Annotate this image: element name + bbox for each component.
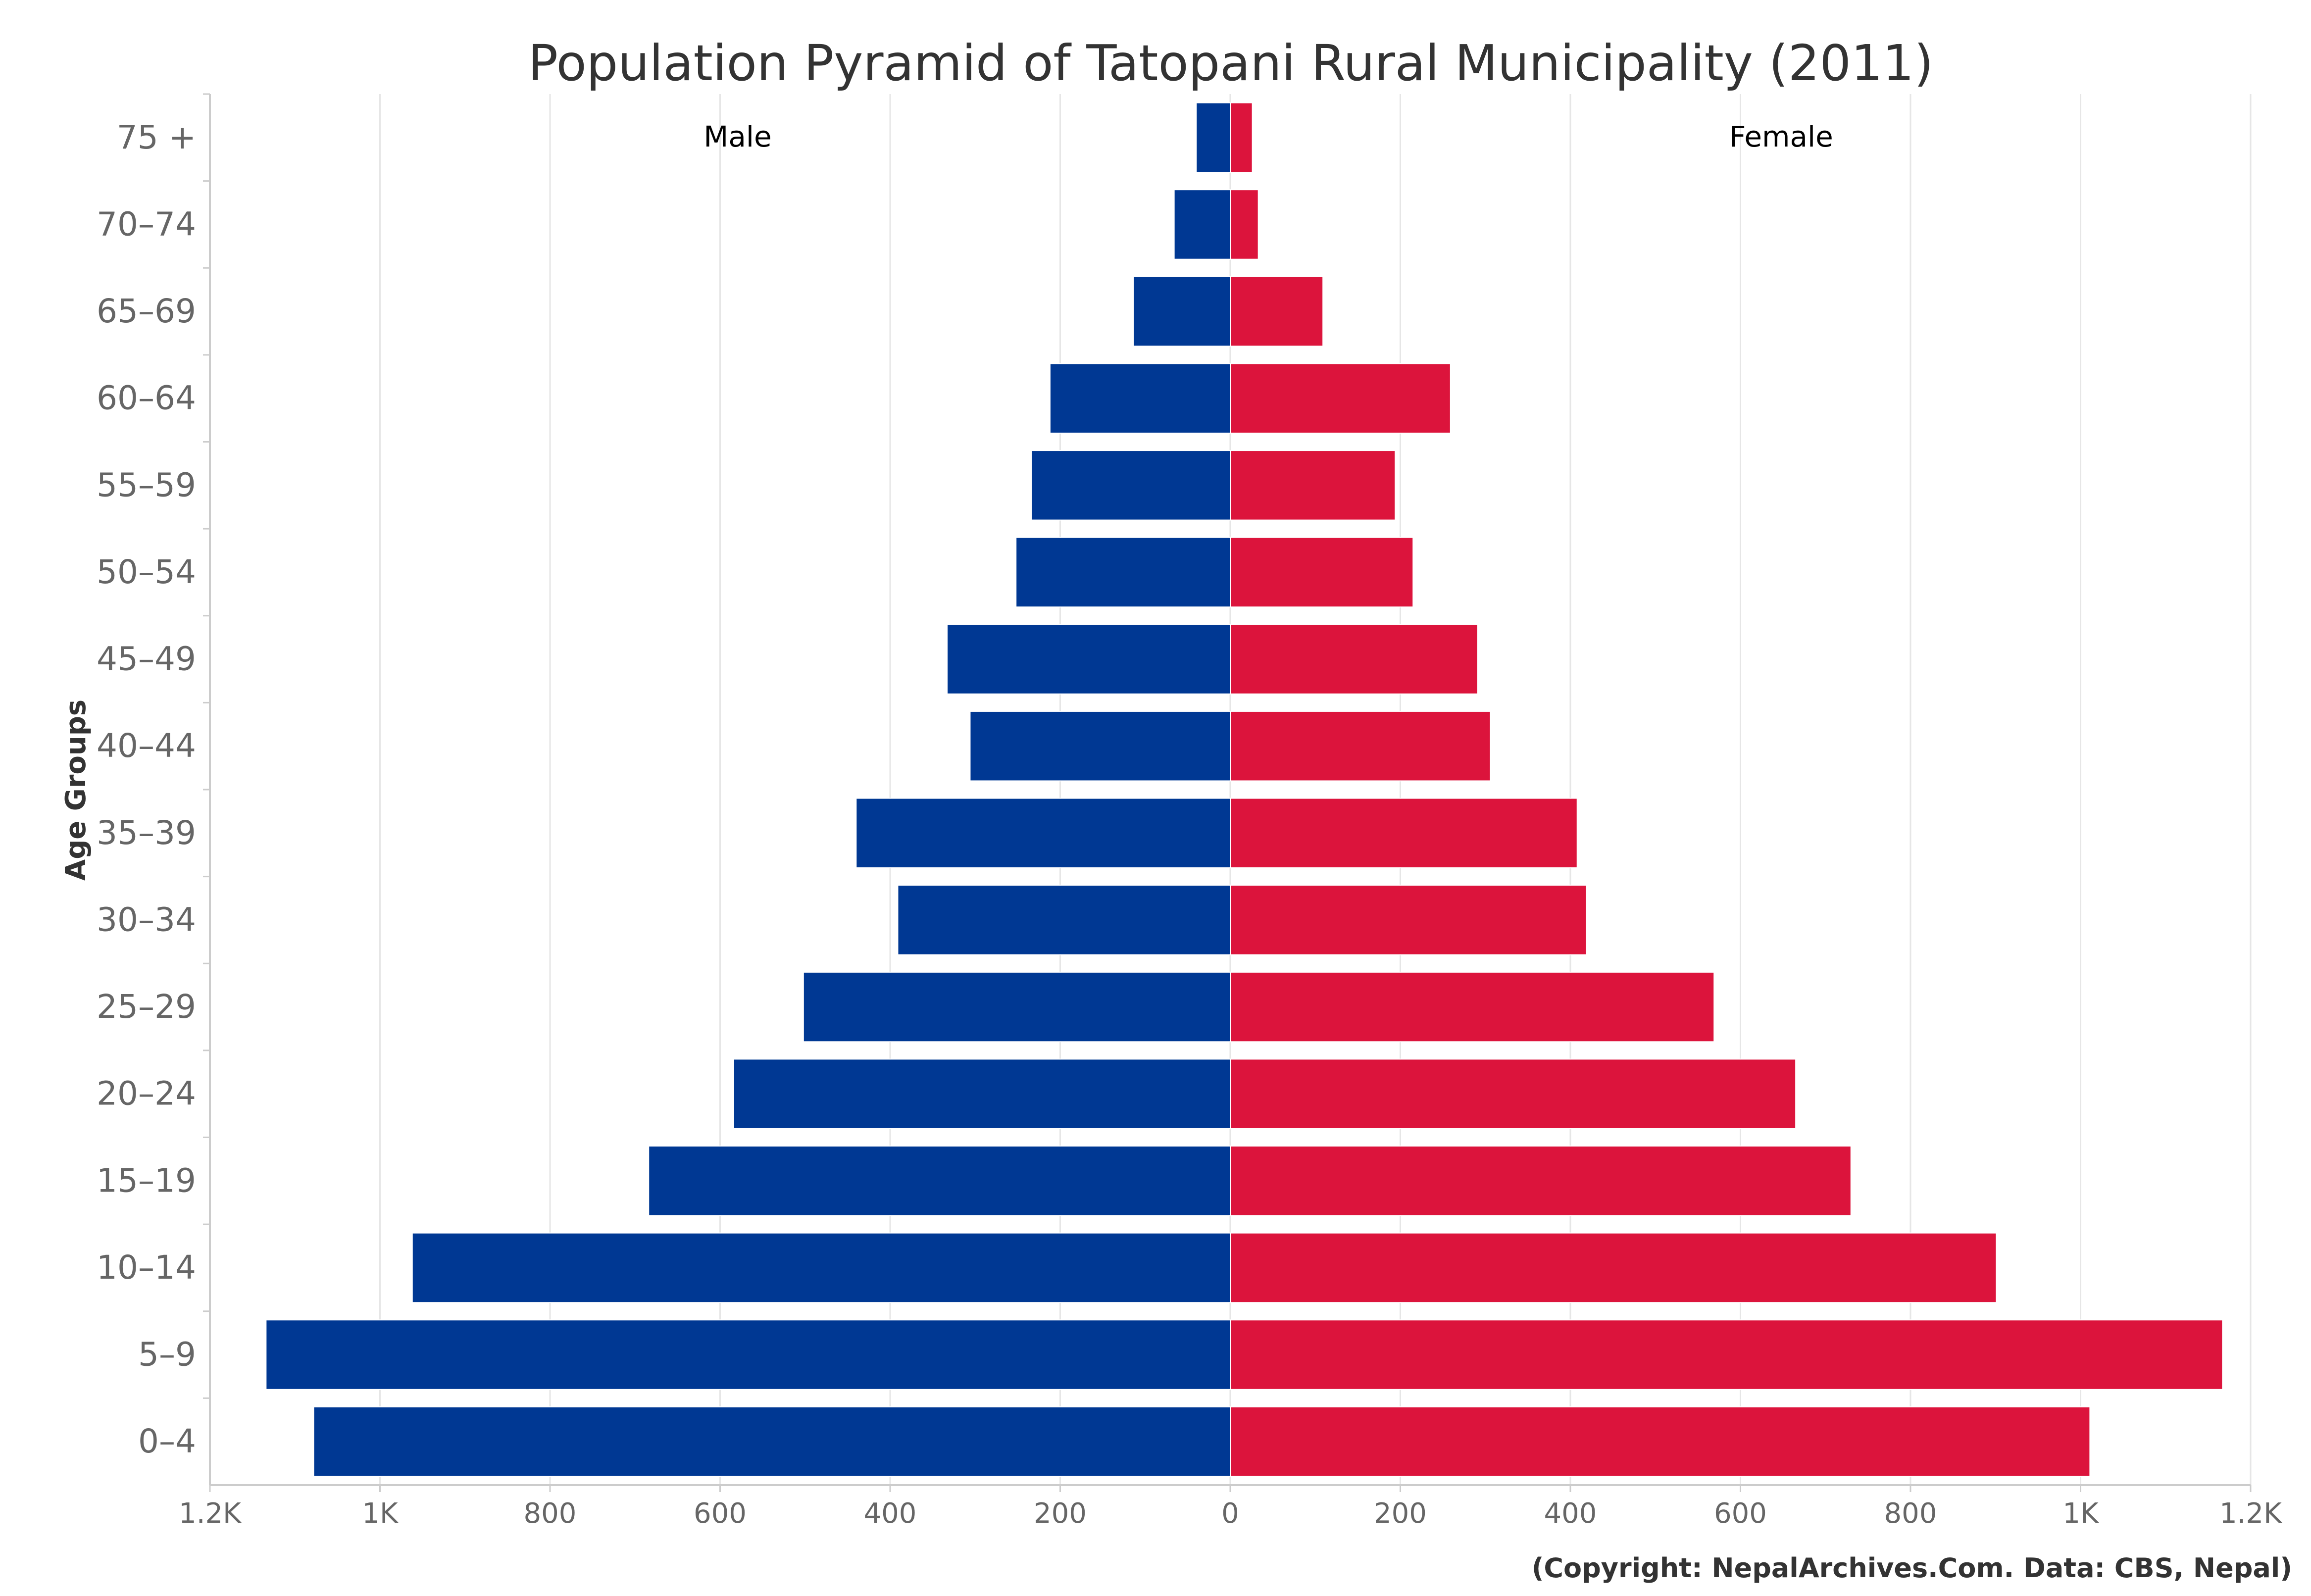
bar-male [313, 1406, 1231, 1477]
y-tick-label: 35–39 [97, 814, 196, 852]
x-tick-label: 400 [864, 1497, 917, 1530]
x-tick-label: 200 [1374, 1497, 1427, 1530]
bar-female [1230, 537, 1414, 608]
y-tick-label: 50–54 [97, 553, 196, 591]
x-tick-label: 1K [362, 1497, 399, 1530]
bars [265, 102, 2223, 1477]
x-tick-label: 400 [1544, 1497, 1597, 1530]
bar-male [1173, 189, 1231, 260]
y-tick-label: 5–9 [138, 1336, 196, 1374]
x-tick-label: 200 [1034, 1497, 1087, 1530]
bar-male [803, 971, 1231, 1043]
bar-female [1230, 1232, 1997, 1303]
y-tick-label: 75 + [117, 118, 196, 156]
x-tick-label: 1.2K [179, 1497, 242, 1530]
bar-female [1230, 450, 1396, 521]
bar-female [1230, 1406, 2091, 1477]
bar-female [1230, 798, 1578, 869]
bar-male [265, 1319, 1231, 1390]
chart-title: Population Pyramid of Tatopani Rural Mun… [528, 34, 1934, 92]
bar-male [1015, 537, 1231, 608]
bar-female [1230, 885, 1587, 955]
x-tick-label: 600 [694, 1497, 747, 1530]
bar-female [1230, 189, 1259, 260]
bar-male [733, 1058, 1231, 1129]
y-tick-label: 55–59 [97, 466, 196, 504]
y-tick-label: 30–34 [97, 900, 196, 939]
bar-male [1031, 450, 1231, 521]
bar-male [1049, 363, 1231, 434]
bar-male [855, 798, 1231, 869]
y-tick-label: 15–19 [97, 1161, 196, 1199]
female-series-label: Female [1729, 120, 1833, 153]
y-tick-label: 25–29 [97, 988, 196, 1026]
y-tick-label: 0–4 [138, 1422, 196, 1460]
x-tick-label: 0 [1221, 1497, 1239, 1530]
y-tick-label: 60–64 [97, 379, 196, 417]
x-tick-label: 600 [1714, 1497, 1767, 1530]
bar-male [897, 885, 1231, 955]
axes: 1.2K 1K 800 600 400 200 0 200 400 600 800 1K 1.2K 75 … [97, 93, 2282, 1530]
y-axis-title: Age Groups [60, 699, 92, 881]
bar-female [1230, 102, 1253, 173]
bar-female [1230, 276, 1324, 347]
bar-male [411, 1232, 1231, 1303]
x-tick-label: 1.2K [2219, 1497, 2282, 1530]
y-tick-label: 65–69 [97, 292, 196, 330]
bar-female [1230, 1319, 2223, 1390]
bar-female [1230, 710, 1491, 782]
bar-male [969, 710, 1231, 782]
bar-female [1230, 624, 1478, 695]
bar-female [1230, 971, 1715, 1043]
x-tick-label: 800 [1884, 1497, 1937, 1530]
y-tick-label: 70–74 [97, 205, 196, 243]
bar-female [1230, 363, 1451, 434]
male-series-label: Male [703, 120, 771, 153]
x-tick-label: 800 [524, 1497, 577, 1530]
y-tick-label: 20–24 [97, 1075, 196, 1113]
bar-male [1133, 276, 1231, 347]
credit-text: (Copyright: NepalArchives.Com. Data: CBS… [1532, 1552, 2292, 1584]
y-tick-label: 40–44 [97, 727, 196, 765]
bar-male [1196, 102, 1231, 173]
bar-male [947, 624, 1231, 695]
bar-male [648, 1146, 1231, 1216]
bar-female [1230, 1058, 1797, 1129]
x-tick-label: 1K [2062, 1497, 2099, 1530]
y-tick-label: 10–14 [97, 1248, 196, 1287]
y-tick-label: 45–49 [97, 640, 196, 678]
bar-female [1230, 1146, 1852, 1216]
